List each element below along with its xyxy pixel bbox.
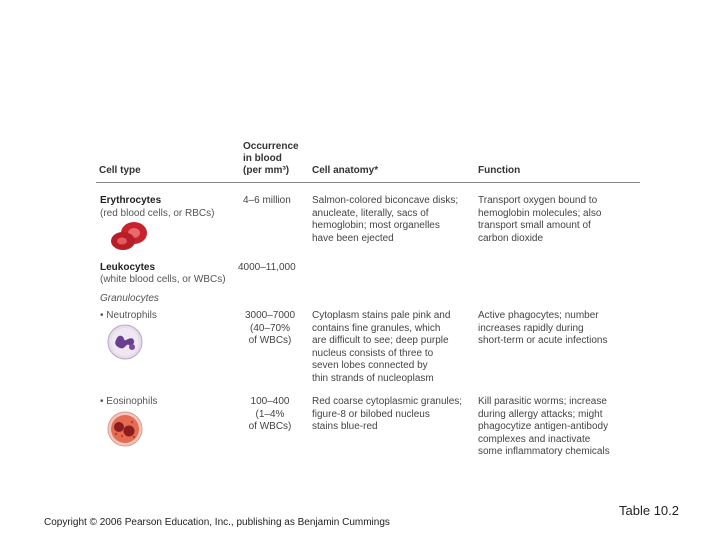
erythrocyte-illustration — [111, 222, 147, 250]
eosinophils-occurrence-line: 100–400 — [250, 396, 290, 407]
neutrophils-anatomy-line: contains fine granules, which — [312, 322, 441, 334]
neutrophils-function-line: increases rapidly during — [478, 322, 584, 334]
eosinophils-occurrence-line: (1–4% — [255, 408, 285, 420]
eosinophils-function-line: during allergy attacks; might — [478, 408, 603, 420]
row-eosinophils: • Eosinophils 100–400 (1–4% of WBCs) Red… — [96, 396, 640, 466]
header-cell-type: Cell type — [99, 165, 141, 176]
neutrophils-function-line: Active phagocytes; number — [478, 310, 599, 321]
eosinophils-anatomy-line: Red coarse cytoplasmic granules; — [312, 396, 463, 407]
eosinophils-occurrence-line: of WBCs) — [248, 421, 292, 433]
cell-table: Cell type Occurrence in blood (per mm³) … — [96, 128, 640, 457]
erythrocytes-sub: (red blood cells, or RBCs) — [100, 208, 215, 219]
eosinophils-function-line: Kill parasitic worms; increase — [478, 396, 607, 407]
header-occurrence: Occurrence in blood (per mm³) — [243, 141, 299, 177]
erythrocytes-anatomy-line: anucleate, literally, sacs of — [312, 207, 429, 219]
erythrocytes-anatomy-line: hemoglobin; most organelles — [312, 220, 440, 232]
eosinophils-anatomy-line: figure-8 or bilobed nucleus — [312, 408, 430, 420]
neutrophils-function: Active phagocytes; number increases rapi… — [478, 310, 608, 348]
header-occurrence-line3: (per mm³) — [243, 165, 290, 176]
row-erythrocytes: Erythrocytes (red blood cells, or RBCs) … — [96, 195, 640, 265]
neutrophils-occurrence-line: 3000–7000 — [244, 310, 296, 321]
neutrophils-anatomy: Cytoplasm stains pale pink and contains … — [312, 310, 450, 386]
row-leukocytes: Leukocytes (white blood cells, or WBCs) … — [96, 262, 640, 292]
header-anatomy: Cell anatomy* — [312, 165, 379, 176]
neutrophil-illustration — [107, 324, 143, 360]
erythrocytes-occurrence: 4–6 million — [243, 195, 291, 206]
eosinophils-anatomy: Red coarse cytoplasmic granules; figure-… — [312, 396, 462, 434]
neutrophils-occurrence-line: of WBCs) — [248, 335, 292, 347]
erythrocytes-anatomy: Salmon-colored biconcave disks; anucleat… — [312, 195, 458, 245]
erythrocytes-anatomy-line: have been ejected — [312, 232, 394, 244]
eosinophils-anatomy-line: stains blue-red — [312, 421, 378, 433]
neutrophils-occurrence-line: (40–70% — [249, 322, 291, 334]
neutrophils-function-line: short-term or acute infections — [478, 335, 608, 347]
eosinophils-occurrence: 100–400 (1–4% of WBCs) — [240, 396, 300, 434]
eosinophils-function-line: some inflammatory chemicals — [478, 446, 610, 458]
copyright-notice: Copyright © 2006 Pearson Education, Inc.… — [44, 517, 390, 528]
eosinophils-function: Kill parasitic worms; increase during al… — [478, 396, 610, 459]
neutrophils-anatomy-line: thin strands of nucleoplasm — [312, 372, 434, 384]
header-occurrence-line2: in blood — [243, 153, 282, 164]
erythrocytes-function-line: transport small amount of — [478, 220, 591, 232]
erythrocytes-function-line: carbon dioxide — [478, 232, 544, 244]
neutrophils-anatomy-line: are difficult to see; deep purple — [312, 335, 449, 347]
erythrocytes-function-line: Transport oxygen bound to — [478, 195, 598, 206]
erythrocytes-function: Transport oxygen bound to hemoglobin mol… — [478, 195, 601, 245]
neutrophils-anatomy-line: seven lobes connected by — [312, 360, 428, 372]
neutrophils-anatomy-line: nucleus consists of three to — [312, 347, 434, 359]
granulocytes-label: Granulocytes — [100, 293, 159, 304]
header-occurrence-line1: Occurrence — [243, 141, 299, 152]
erythrocytes-function-line: hemoglobin molecules; also — [478, 207, 602, 219]
neutrophils-anatomy-line: Cytoplasm stains pale pink and — [312, 310, 451, 321]
leukocytes-sub: (white blood cells, or WBCs) — [100, 274, 226, 285]
eosinophils-function-line: complexes and inactivate — [478, 433, 591, 445]
eosinophil-illustration — [107, 411, 143, 447]
leukocytes-occurrence: 4000–11,000 — [238, 262, 296, 273]
table-header: Cell type Occurrence in blood (per mm³) … — [96, 128, 640, 183]
erythrocytes-anatomy-line: Salmon-colored biconcave disks; — [312, 195, 459, 206]
neutrophils-occurrence: 3000–7000 (40–70% of WBCs) — [240, 310, 300, 348]
neutrophils-name: • Neutrophils — [100, 310, 157, 321]
leukocytes-name: Leukocytes — [100, 262, 156, 273]
header-function: Function — [478, 165, 521, 176]
eosinophils-function-line: phagocytize antigen-antibody — [478, 421, 609, 433]
table-label: Table 10.2 — [619, 503, 679, 518]
eosinophils-name: • Eosinophils — [100, 396, 158, 407]
erythrocytes-name: Erythrocytes — [100, 195, 162, 206]
row-neutrophils: • Neutrophils 3000–7000 (40–70% of WBCs)… — [96, 310, 640, 390]
